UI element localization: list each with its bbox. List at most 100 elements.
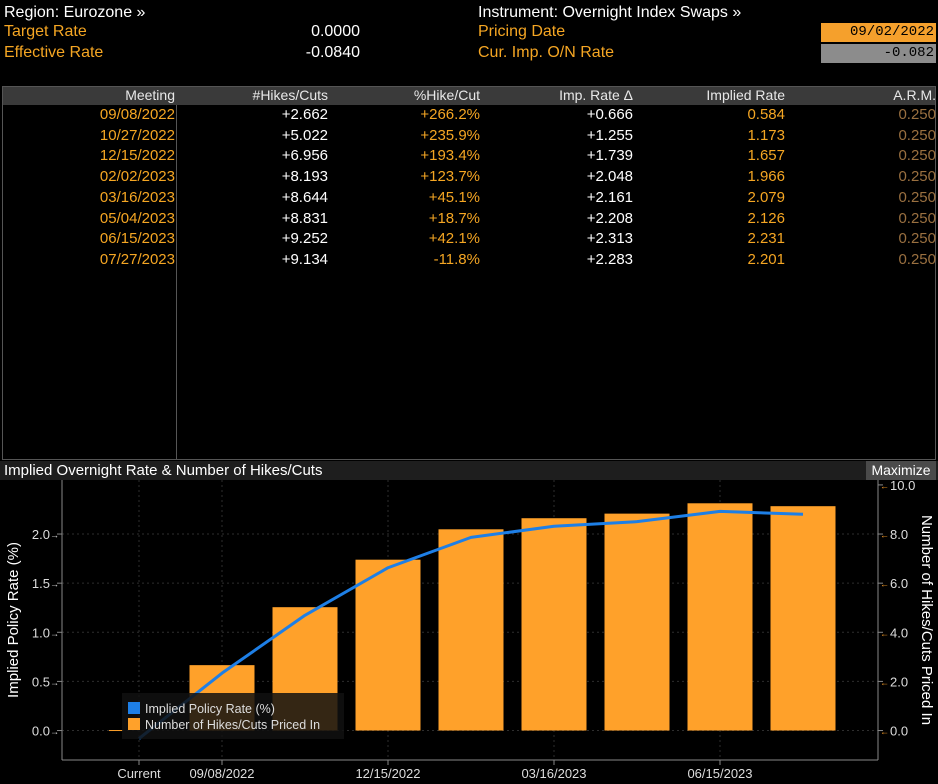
col-header-meeting[interactable]: Meeting	[125, 87, 175, 103]
cell-meeting: 03/16/2023	[99, 188, 175, 206]
right-tick-label: 4.0	[890, 625, 908, 640]
cell-imp-rate-delta: +2.313	[586, 230, 633, 248]
right-tick-arrow: ←	[880, 628, 889, 638]
cell-implied-rate: 2.079	[747, 188, 785, 206]
right-tick-label: 6.0	[890, 576, 908, 591]
right-tick-arrow: ←	[880, 481, 889, 491]
cell-implied-rate: 2.126	[747, 209, 785, 227]
col-header-arm[interactable]: A.R.M.	[893, 87, 936, 103]
cell-meeting: 07/27/2023	[99, 250, 175, 268]
cell-arm: 0.250	[898, 209, 936, 227]
cell-pct-hike: +235.9%	[420, 126, 480, 144]
cell-implied-rate: 2.201	[747, 250, 785, 268]
cell-hikes: +9.252	[281, 230, 328, 248]
x-tick-label: 12/15/2022	[355, 766, 420, 781]
left-tick-label: 1.0	[32, 625, 50, 640]
right-tick-arrow: ←	[880, 579, 889, 589]
right-tick-label: 8.0	[890, 527, 908, 542]
left-tick-arrow: →	[50, 727, 59, 737]
col-header-imp-rate-delta[interactable]: Imp. Rate Δ	[559, 87, 633, 103]
cell-arm: 0.250	[898, 106, 936, 123]
cell-arm: 0.250	[898, 168, 936, 186]
cell-arm: 0.250	[898, 230, 936, 248]
cell-arm: 0.250	[898, 188, 936, 206]
chart-title: Implied Overnight Rate & Number of Hikes…	[4, 462, 323, 479]
cell-imp-rate-delta: +1.255	[586, 126, 633, 144]
right-axis-title: Number of Hikes/Cuts Priced In	[918, 515, 935, 725]
cell-imp-rate-delta: +1.739	[586, 147, 633, 165]
x-tick-label: 09/08/2022	[189, 766, 254, 781]
cell-meeting: 12/15/2022	[99, 147, 175, 165]
pricing-date-label: Pricing Date	[478, 23, 566, 40]
cell-meeting: 10/27/2022	[99, 126, 175, 144]
hikes-bar	[687, 503, 753, 731]
cell-implied-rate: 0.584	[747, 106, 785, 123]
hikes-bar	[604, 513, 670, 731]
right-tick-label: 2.0	[890, 674, 908, 689]
cell-meeting: 05/04/2023	[99, 209, 175, 227]
right-tick-label: 10.0	[890, 480, 915, 493]
right-tick-arrow: ←	[880, 727, 889, 737]
effective-rate-value: -0.0840	[305, 44, 360, 61]
hikes-bar	[438, 529, 504, 731]
legend-swatch-bar	[128, 718, 140, 730]
cell-pct-hike: +42.1%	[428, 230, 480, 248]
cell-pct-hike: +18.7%	[428, 209, 480, 227]
cell-arm: 0.250	[898, 126, 936, 144]
cell-pct-hike: +193.4%	[420, 147, 480, 165]
cell-imp-rate-delta: +2.283	[586, 250, 633, 268]
hikes-bar	[355, 559, 421, 731]
cell-hikes: +6.956	[281, 147, 328, 165]
cell-pct-hike: +45.1%	[428, 188, 480, 206]
cell-hikes: +8.193	[281, 168, 328, 186]
cell-hikes: +8.831	[281, 209, 328, 227]
x-tick-label: Current	[117, 766, 161, 781]
left-tick-arrow: →	[50, 628, 59, 638]
legend-swatch-line	[128, 702, 140, 714]
cell-implied-rate: 2.231	[747, 230, 785, 248]
cell-implied-rate: 1.173	[747, 126, 785, 144]
meetings-table	[2, 86, 936, 460]
cell-meeting: 06/15/2023	[99, 230, 175, 248]
target-rate-label: Target Rate	[4, 23, 87, 40]
cell-meeting: 02/02/2023	[99, 168, 175, 186]
left-tick-label: 0.0	[32, 724, 50, 739]
col-header-pct-hike[interactable]: %Hike/Cut	[413, 87, 480, 103]
x-tick-label: 06/15/2023	[687, 766, 752, 781]
cell-imp-rate-delta: +2.048	[586, 168, 633, 186]
left-tick-arrow: →	[50, 579, 59, 589]
cell-arm: 0.250	[898, 147, 936, 165]
left-tick-label: 1.5	[32, 576, 50, 591]
cell-imp-rate-delta: +2.161	[586, 188, 633, 206]
cell-imp-rate-delta: +2.208	[586, 209, 633, 227]
hikes-bar	[521, 518, 587, 731]
effective-rate-label: Effective Rate	[4, 44, 104, 61]
col-header-implied-rate[interactable]: Implied Rate	[706, 87, 785, 103]
maximize-button[interactable]: Maximize	[866, 461, 936, 480]
cell-hikes: +5.022	[281, 126, 328, 144]
cell-hikes: +8.644	[281, 188, 328, 206]
cell-implied-rate: 1.657	[747, 147, 785, 165]
table-header	[2, 86, 936, 105]
left-tick-label: 0.5	[32, 674, 50, 689]
chart-title-bar	[0, 461, 938, 480]
col-header-hikes[interactable]: #Hikes/Cuts	[252, 87, 328, 103]
column-divider	[176, 105, 177, 460]
left-tick-arrow: →	[50, 677, 59, 687]
cur-imp-rate-value: -0.082	[821, 44, 936, 63]
target-rate-value: 0.0000	[311, 23, 360, 40]
x-tick-label: 03/16/2023	[521, 766, 586, 781]
legend-box	[122, 693, 344, 739]
pricing-date-input[interactable]: 09/02/2022	[821, 23, 936, 42]
hikes-bar	[770, 506, 836, 731]
left-axis-title: Implied Policy Rate (%)	[5, 542, 22, 698]
cell-meeting: 09/08/2022	[99, 106, 175, 123]
region-selector[interactable]: Region: Eurozone »	[4, 4, 146, 21]
left-tick-label: 2.0	[32, 527, 50, 542]
instrument-selector[interactable]: Instrument: Overnight Index Swaps »	[478, 4, 742, 21]
cell-hikes: +9.134	[281, 250, 328, 268]
right-tick-label: 0.0	[890, 724, 908, 739]
right-tick-arrow: ←	[880, 530, 889, 540]
cell-arm: 0.250	[898, 250, 936, 268]
cell-pct-hike: +266.2%	[420, 106, 480, 123]
